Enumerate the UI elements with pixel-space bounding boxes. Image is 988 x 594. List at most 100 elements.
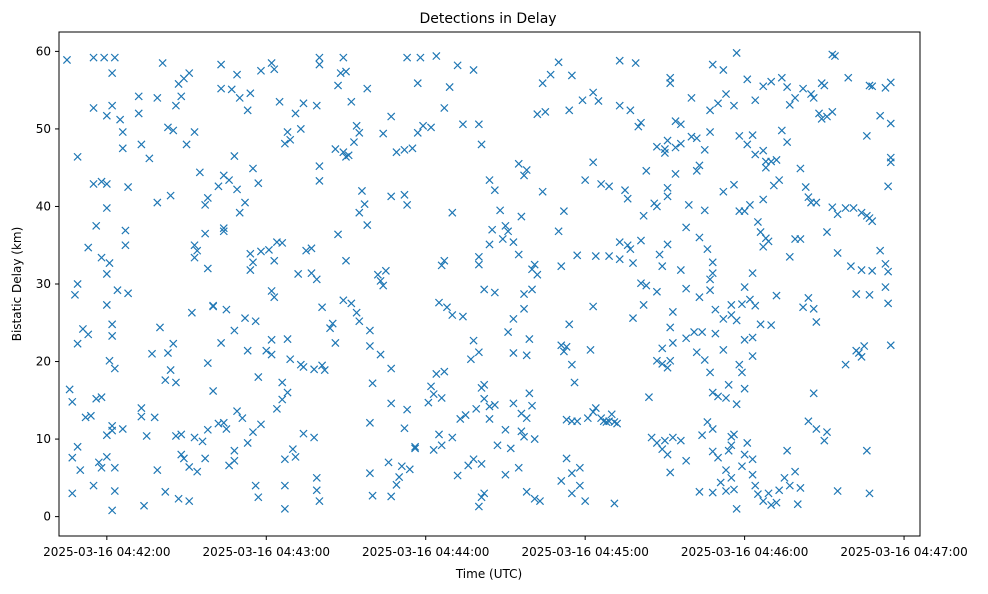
data-point <box>429 390 438 399</box>
data-point <box>137 412 146 421</box>
data-point <box>541 107 550 116</box>
data-point <box>434 298 444 307</box>
data-point <box>307 269 316 278</box>
data-point <box>735 131 744 140</box>
data-point <box>270 256 279 265</box>
data-point <box>235 93 244 102</box>
data-point <box>538 187 547 196</box>
data-point <box>328 319 337 328</box>
data-point <box>660 148 669 157</box>
data-point <box>676 120 685 129</box>
data-point <box>163 123 172 132</box>
data-point <box>243 106 252 115</box>
data-point <box>860 342 869 351</box>
data-point <box>102 300 111 309</box>
data-point <box>445 83 454 92</box>
data-point <box>387 364 396 373</box>
data-point <box>477 459 486 468</box>
data-point <box>246 266 255 275</box>
data-point <box>193 467 202 476</box>
data-point <box>729 101 739 110</box>
x-tick-label: 2025-03-16 04:47:00 <box>840 545 967 559</box>
data-point <box>240 198 250 207</box>
data-point <box>751 96 760 105</box>
data-point <box>121 241 130 250</box>
data-point <box>110 364 119 373</box>
y-tick-label: 0 <box>43 510 51 524</box>
data-point <box>427 382 436 391</box>
data-point <box>732 316 741 325</box>
data-point <box>326 324 335 333</box>
data-point <box>480 394 489 403</box>
x-tick-label: 2025-03-16 04:45:00 <box>521 545 648 559</box>
data-point <box>708 447 717 456</box>
data-point <box>732 400 741 409</box>
data-point <box>201 200 210 209</box>
data-point <box>89 103 98 113</box>
data-point <box>639 300 648 309</box>
data-point <box>73 279 82 289</box>
data-point <box>791 467 800 476</box>
data-point <box>397 462 406 471</box>
data-point <box>610 499 619 508</box>
data-point <box>522 414 531 423</box>
data-point <box>334 230 343 239</box>
data-point <box>187 308 196 317</box>
data-point <box>567 71 576 80</box>
data-point <box>158 58 167 68</box>
data-point <box>796 483 805 492</box>
data-point <box>785 481 794 490</box>
data-point <box>849 203 858 213</box>
data-point <box>227 85 236 94</box>
data-point <box>84 243 93 252</box>
data-point <box>225 176 234 185</box>
data-point <box>248 428 258 437</box>
data-point <box>777 73 786 82</box>
data-point <box>868 217 877 226</box>
data-point <box>437 261 446 270</box>
data-point <box>357 186 366 195</box>
data-point <box>575 481 584 490</box>
data-point <box>331 145 340 154</box>
data-point <box>615 56 624 65</box>
data-point <box>737 462 746 471</box>
data-point <box>586 345 595 354</box>
data-point <box>589 158 598 167</box>
data-point <box>272 404 281 413</box>
data-point <box>469 455 478 464</box>
data-point <box>708 269 717 278</box>
data-point <box>376 350 385 359</box>
data-point <box>724 380 733 389</box>
data-point <box>700 355 709 365</box>
data-point <box>373 270 382 279</box>
data-point <box>714 453 723 462</box>
data-point <box>706 275 715 284</box>
data-point <box>355 128 364 137</box>
data-point <box>721 90 731 99</box>
data-point <box>469 65 478 75</box>
data-point <box>113 286 122 295</box>
data-point <box>772 498 781 507</box>
data-point <box>663 192 672 201</box>
data-point <box>714 99 723 108</box>
data-point <box>73 442 82 451</box>
data-point <box>822 428 832 437</box>
data-point <box>201 454 210 463</box>
data-point <box>474 120 483 129</box>
data-point <box>506 444 515 453</box>
data-point <box>775 486 784 495</box>
data-point <box>817 114 826 123</box>
data-point <box>254 373 263 382</box>
data-point <box>488 225 497 234</box>
data-point <box>841 203 850 213</box>
data-point <box>509 348 518 358</box>
data-point <box>485 176 494 185</box>
data-point <box>169 339 178 348</box>
data-point <box>256 420 265 429</box>
data-point <box>663 450 672 459</box>
data-point <box>432 369 441 378</box>
data-point <box>708 258 717 267</box>
data-point <box>315 176 324 185</box>
data-point <box>791 93 800 102</box>
data-point <box>509 314 518 323</box>
